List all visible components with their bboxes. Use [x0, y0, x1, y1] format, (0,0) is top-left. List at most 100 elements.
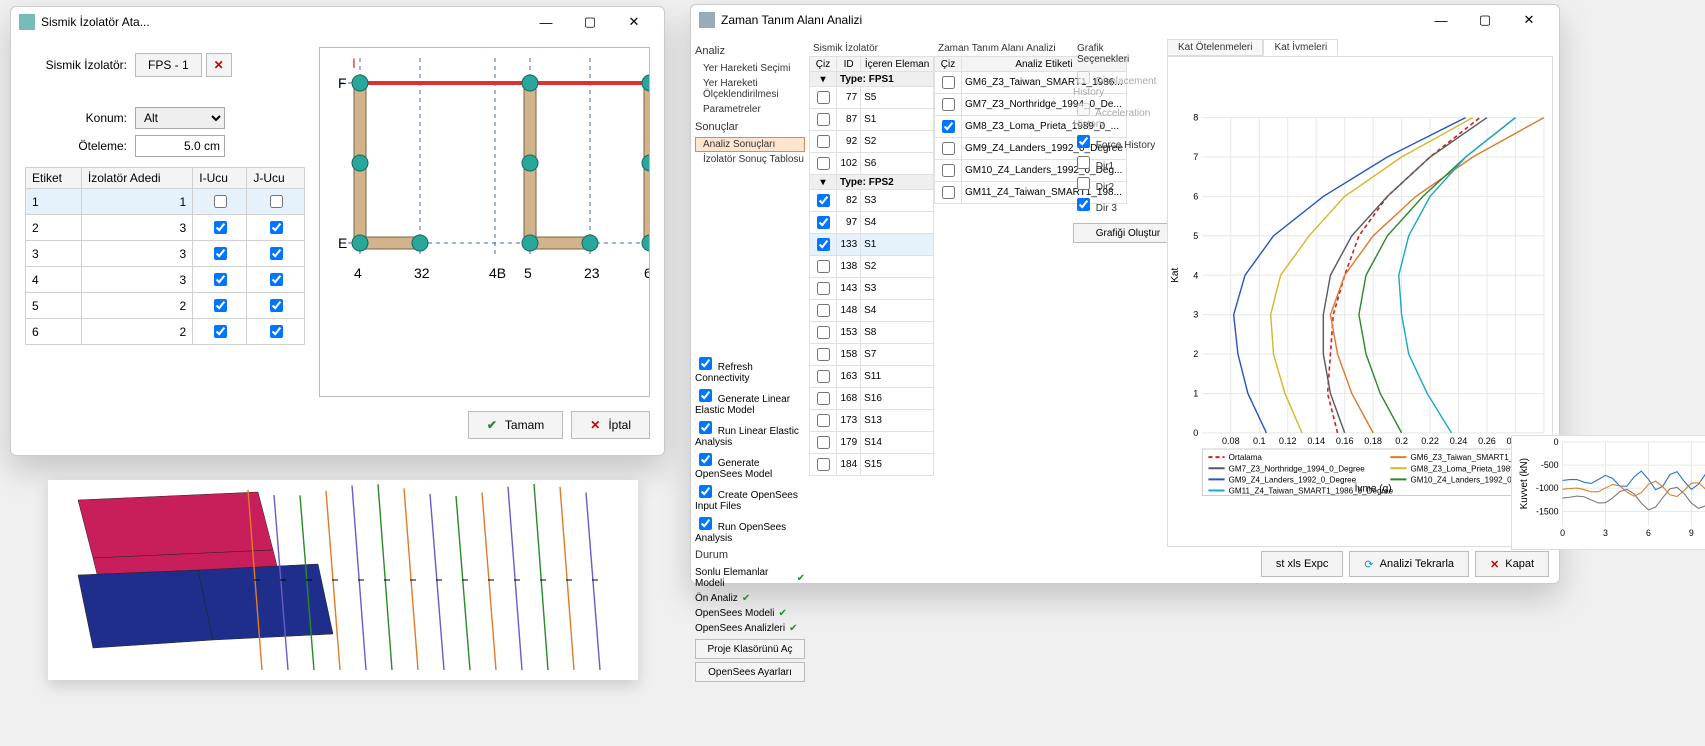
j-ucu-check[interactable]	[270, 221, 283, 234]
durum-header: Durum	[695, 549, 805, 561]
nav-item[interactable]: Parametreler	[695, 102, 805, 117]
nav-item[interactable]: Yer Hareketi Ölçeklendirilmesi	[695, 76, 805, 102]
export-xls-button[interactable]: st xls Expc	[1261, 551, 1344, 577]
win2-titlebar[interactable]: Zaman Tanım Alanı Analizi — ▢ ✕	[691, 5, 1559, 35]
minimize-button[interactable]: —	[524, 7, 568, 37]
i-ucu-check[interactable]	[214, 299, 227, 312]
col-header[interactable]: I-Ucu	[193, 168, 247, 189]
i-ucu-check[interactable]	[214, 221, 227, 234]
iso-row[interactable]: 168S16	[810, 388, 934, 410]
run-check[interactable]	[699, 485, 712, 498]
gm-header: Zaman Tanım Alanı Analizi	[934, 41, 1069, 56]
iso-row[interactable]: 179S14	[810, 432, 934, 454]
i-ucu-check[interactable]	[214, 195, 227, 208]
svg-text:-500: -500	[1541, 460, 1559, 470]
oteleme-input[interactable]	[135, 135, 225, 157]
open-folder-button[interactable]: Proje Klasörünü Aç	[695, 639, 805, 659]
j-ucu-check[interactable]	[270, 325, 283, 338]
isolator-select-button[interactable]: FPS - 1	[135, 53, 202, 77]
svg-text:7: 7	[1193, 152, 1198, 162]
isolator-label: Sismik İzolatör:	[25, 58, 135, 72]
i-ucu-check[interactable]	[214, 273, 227, 286]
isolator-list-panel: Sismik İzolatör ÇizIDİçeren Eleman ▾Type…	[809, 35, 934, 551]
run-check[interactable]	[699, 389, 712, 402]
iso-row[interactable]: 173S13	[810, 410, 934, 432]
iso-row[interactable]: 153S8	[810, 322, 934, 344]
oteleme-label: Öteleme:	[25, 139, 135, 153]
konum-select[interactable]: Alt	[135, 107, 225, 129]
maximize-button[interactable]: ▢	[1463, 5, 1507, 35]
iso-row[interactable]: 133S1	[810, 234, 934, 256]
isolator-list-table[interactable]: ÇizIDİçeren Eleman ▾Type: FPS177S587S192…	[809, 56, 934, 476]
iso-row[interactable]: 87S1	[810, 109, 934, 131]
chart-tabs[interactable]: Kat ÖtelenmeleriKat İvmeleri	[1167, 39, 1553, 56]
svg-text:4B: 4B	[489, 265, 506, 281]
iso-row[interactable]: 158S7	[810, 344, 934, 366]
model-3d-thumbnail	[48, 480, 638, 680]
run-check[interactable]	[699, 517, 712, 530]
iso-row[interactable]: 138S2	[810, 256, 934, 278]
close-button[interactable]: ✕	[1507, 5, 1551, 35]
j-ucu-check[interactable]	[270, 195, 283, 208]
iso-header: Sismik İzolatör	[809, 41, 934, 56]
kat-ivme-chart[interactable]: 0.080.10.120.140.160.180.20.220.240.260.…	[1167, 56, 1553, 547]
i-ucu-check[interactable]	[214, 247, 227, 260]
opt-check[interactable]	[1077, 71, 1090, 84]
table-row[interactable]: 62	[26, 319, 305, 345]
run-check[interactable]	[699, 453, 712, 466]
close-window-button[interactable]: ✕ Kapat	[1475, 551, 1549, 577]
iso-row[interactable]: 163S11	[810, 366, 934, 388]
iso-row[interactable]: 184S15	[810, 454, 934, 476]
minimize-button[interactable]: —	[1419, 5, 1463, 35]
chart-tab[interactable]: Kat İvmeleri	[1263, 39, 1338, 56]
nav-item[interactable]: Yer Hareketi Seçimi	[695, 61, 805, 76]
win1-titlebar[interactable]: Sismik İzolatör Ata... — ▢ ✕	[11, 7, 664, 37]
nav-item[interactable]: İzolatör Sonuç Tablosu	[695, 152, 805, 167]
nav-item[interactable]: Analiz Sonuçları	[695, 137, 805, 152]
opt-check[interactable]	[1077, 156, 1090, 169]
iso-row[interactable]: 82S3	[810, 190, 934, 212]
isolator-table[interactable]: Etiketİzolatör AdediI-UcuJ-Ucu 11 23 33 …	[25, 167, 305, 345]
iso-row[interactable]: 148S4	[810, 300, 934, 322]
svg-text:0.18: 0.18	[1364, 436, 1382, 446]
iso-row[interactable]: 102S6	[810, 153, 934, 175]
table-row[interactable]: 33	[26, 241, 305, 267]
svg-text:E: E	[338, 235, 347, 251]
opt-check[interactable]	[1077, 103, 1090, 116]
svg-text:0.16: 0.16	[1336, 436, 1354, 446]
opt-check[interactable]	[1077, 135, 1090, 148]
svg-text:4: 4	[354, 265, 362, 281]
ok-button[interactable]: ✔ Tamam	[468, 411, 563, 439]
close-button[interactable]: ✕	[612, 7, 656, 37]
table-row[interactable]: 43	[26, 267, 305, 293]
table-row[interactable]: 23	[26, 215, 305, 241]
col-header[interactable]: J-Ucu	[247, 168, 305, 189]
iso-row[interactable]: 92S2	[810, 131, 934, 153]
force-history-chart[interactable]: 036912151821242730333639420-500-1000-150…	[1511, 435, 1705, 550]
table-row[interactable]: 11	[26, 189, 305, 215]
table-row[interactable]: 52	[26, 293, 305, 319]
j-ucu-check[interactable]	[270, 247, 283, 260]
chart-tab[interactable]: Kat Ötelenmeleri	[1167, 39, 1263, 56]
run-check[interactable]	[699, 357, 712, 370]
frame-viewer[interactable]: FEIJ4324B5236	[319, 47, 650, 397]
iso-row[interactable]: 77S5	[810, 87, 934, 109]
svg-text:23: 23	[584, 265, 600, 281]
opensees-settings-button[interactable]: OpenSees Ayarları	[695, 662, 805, 682]
iso-row[interactable]: 143S3	[810, 278, 934, 300]
opt-check[interactable]	[1077, 198, 1090, 211]
run-check[interactable]	[699, 421, 712, 434]
win2-title: Zaman Tanım Alanı Analizi	[721, 13, 862, 27]
isolator-clear-button[interactable]: ✕	[206, 53, 232, 77]
cancel-button[interactable]: ✕ İptal	[571, 411, 650, 439]
iso-row[interactable]: 97S4	[810, 212, 934, 234]
j-ucu-check[interactable]	[270, 299, 283, 312]
j-ucu-check[interactable]	[270, 273, 283, 286]
col-header[interactable]: Etiket	[26, 168, 82, 189]
status-line: Sonlu Elemanlar Modeli ✔	[695, 565, 805, 591]
maximize-button[interactable]: ▢	[568, 7, 612, 37]
i-ucu-check[interactable]	[214, 325, 227, 338]
repeat-analysis-button[interactable]: ⟳ Analizi Tekrarla	[1349, 551, 1469, 577]
opt-check[interactable]	[1077, 177, 1090, 190]
col-header[interactable]: İzolatör Adedi	[81, 168, 192, 189]
